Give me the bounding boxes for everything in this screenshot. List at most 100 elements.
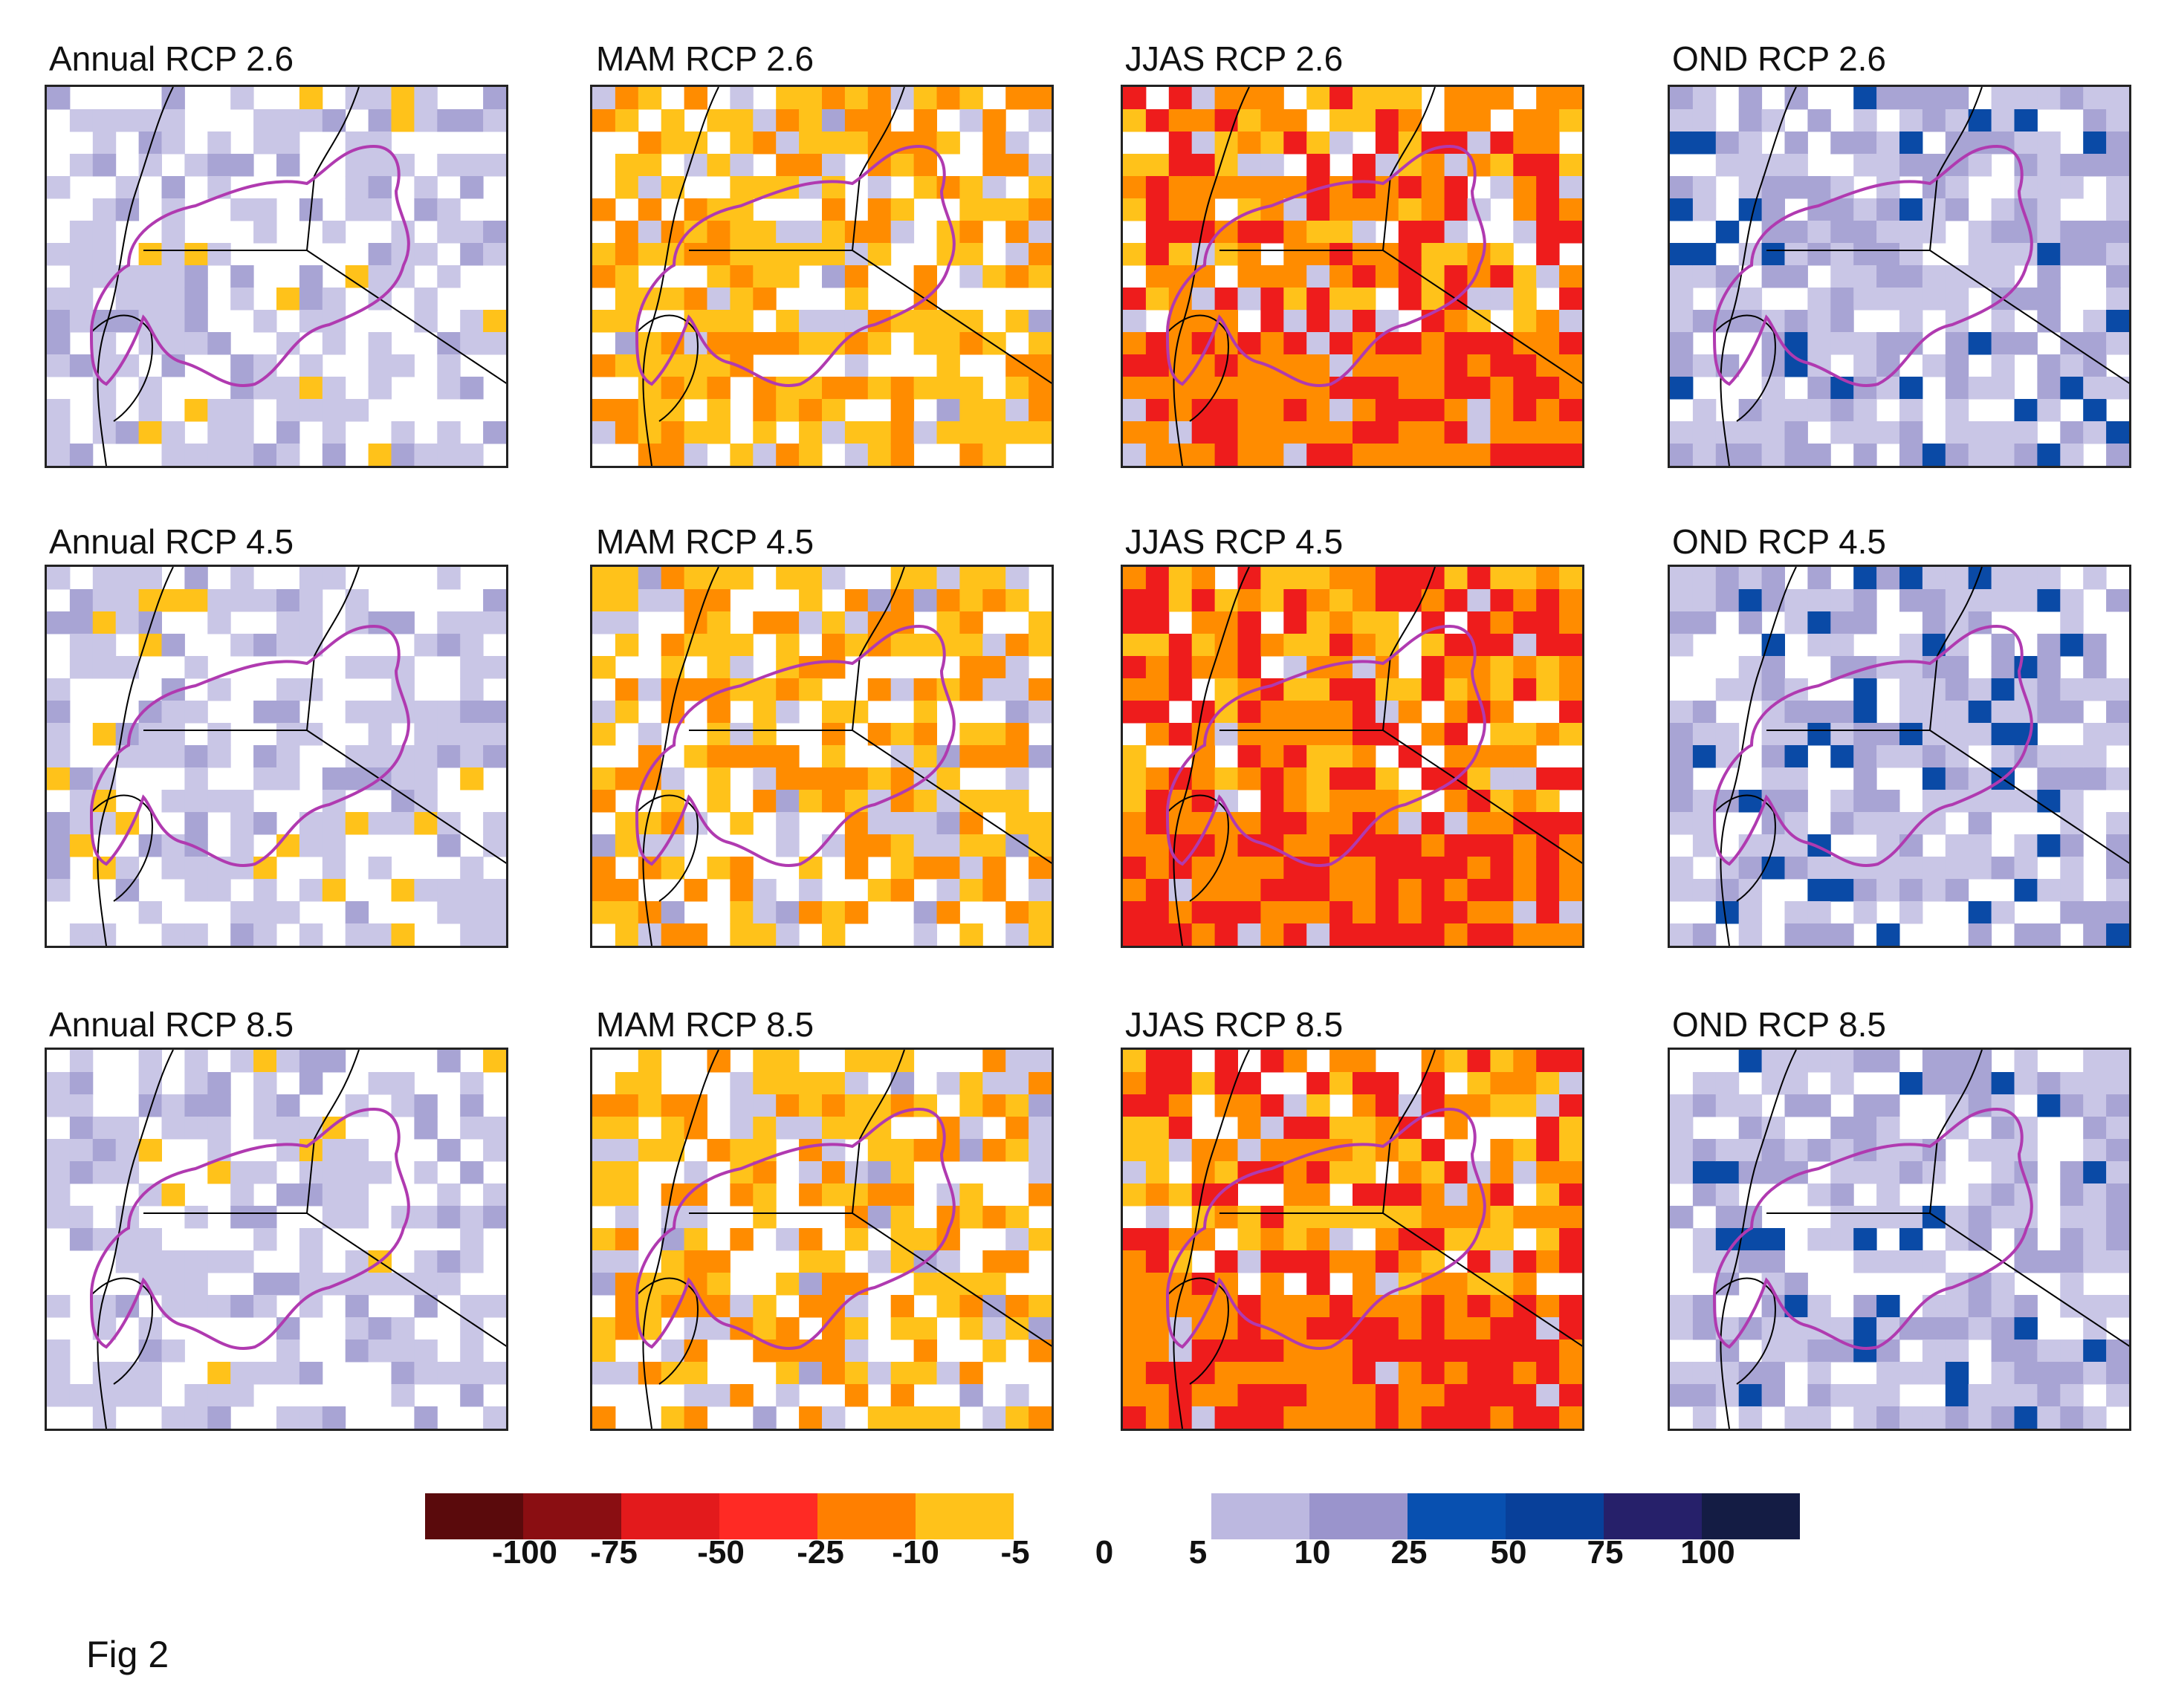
grid-cell	[1761, 1139, 1785, 1162]
grid-cell	[1329, 611, 1353, 634]
grid-cell	[1260, 131, 1284, 155]
grid-cell	[1559, 1250, 1582, 1273]
grid-cell	[1029, 87, 1052, 110]
grid-cell	[959, 176, 983, 199]
map-grid	[47, 567, 506, 946]
grid-cell	[592, 1094, 616, 1117]
grid-cell	[414, 1161, 438, 1184]
grid-cell	[2014, 176, 2038, 199]
grid-cell	[1260, 901, 1284, 924]
grid-cell	[1306, 1340, 1330, 1363]
grid-cell	[822, 1273, 846, 1296]
grid-cell	[1513, 923, 1537, 946]
grid-cell	[1536, 611, 1560, 634]
legend-negative-bar	[425, 1493, 1014, 1539]
grid-cell	[1168, 1072, 1193, 1095]
grid-cell	[1536, 1183, 1560, 1207]
grid-cell	[936, 857, 960, 880]
grid-cell	[2106, 265, 2129, 288]
grid-cell	[230, 198, 254, 221]
grid-cell	[1398, 1406, 1422, 1429]
grid-cell	[592, 1161, 616, 1184]
grid-cell	[1536, 154, 1560, 177]
grid-cell	[1876, 790, 1900, 813]
grid-cell	[1306, 1228, 1330, 1251]
grid-cell	[1513, 1161, 1537, 1184]
grid-cell	[69, 154, 94, 177]
grid-cell	[959, 611, 983, 634]
grid-cell	[1005, 745, 1029, 768]
grid-cell	[1237, 923, 1261, 946]
grid-cell	[1029, 901, 1052, 924]
grid-cell	[707, 221, 731, 244]
grid-cell	[1830, 634, 1854, 657]
grid-cell	[1738, 131, 1763, 155]
grid-cell	[2060, 1340, 2084, 1363]
grid-cell	[1784, 221, 1808, 244]
grid-cell	[1830, 589, 1854, 612]
grid-cell	[799, 567, 823, 590]
grid-cell	[1329, 1072, 1353, 1095]
grid-cell	[1761, 198, 1785, 221]
basin-outline	[1712, 624, 2033, 867]
grid-cell	[1945, 198, 1969, 221]
basin-outline	[1712, 144, 2033, 387]
grid-cell	[1123, 634, 1147, 657]
grid-cell	[2014, 421, 2038, 444]
grid-cell	[753, 332, 777, 355]
grid-cell	[1692, 1406, 1717, 1429]
grid-cell	[1513, 221, 1537, 244]
grid-cell	[299, 87, 323, 110]
grid-cell	[913, 634, 937, 657]
grid-cell	[1876, 87, 1900, 110]
grid-cell	[1444, 723, 1468, 746]
grid-cell	[1444, 879, 1468, 902]
grid-cell	[1945, 857, 1969, 880]
grid-cell	[1536, 812, 1560, 835]
grid-cell	[1876, 131, 1900, 155]
grid-cell	[844, 1384, 869, 1407]
map-panel-mam-rcp45	[590, 565, 1054, 948]
grid-cell	[661, 288, 685, 311]
grid-cell	[684, 1362, 707, 1385]
grid-cell	[1991, 87, 2015, 110]
grid-cell	[2106, 109, 2129, 132]
grid-cell	[592, 567, 616, 590]
grid-cell	[138, 1139, 162, 1162]
grid-cell	[92, 221, 117, 244]
grid-cell	[799, 790, 823, 813]
grid-cell	[2060, 1161, 2084, 1184]
grid-cell	[299, 377, 323, 400]
grid-cell	[1123, 901, 1147, 924]
basin-outline	[1165, 144, 1486, 387]
grid-cell	[1991, 243, 2015, 266]
grid-cell	[959, 1273, 983, 1296]
grid-cell	[207, 1295, 231, 1318]
grid-cell	[253, 1050, 277, 1073]
grid-cell	[1398, 176, 1422, 199]
grid-cell	[92, 857, 117, 880]
grid-cell	[1145, 1072, 1170, 1095]
grid-cell	[982, 332, 1006, 355]
grid-cell	[684, 745, 707, 768]
grid-cell	[1853, 790, 1877, 813]
grid-cell	[1353, 1161, 1376, 1184]
grid-cell	[661, 421, 685, 444]
grid-cell	[707, 399, 731, 422]
grid-cell	[322, 1050, 346, 1073]
grid-cell	[69, 109, 94, 132]
grid-cell	[368, 332, 392, 355]
grid-cell	[2083, 901, 2107, 924]
grid-cell	[1306, 1094, 1330, 1117]
grid-cell	[1260, 812, 1284, 835]
grid-cell	[1899, 678, 1923, 701]
grid-cell	[1715, 678, 1740, 701]
grid-cell	[1375, 1250, 1399, 1273]
grid-cell	[1123, 354, 1147, 377]
grid-cell	[1029, 634, 1052, 657]
grid-cell	[460, 767, 484, 790]
grid-cell	[661, 377, 685, 400]
grid-cell	[115, 1117, 140, 1140]
grid-cell	[1467, 589, 1491, 612]
grid-cell	[1490, 1206, 1514, 1229]
